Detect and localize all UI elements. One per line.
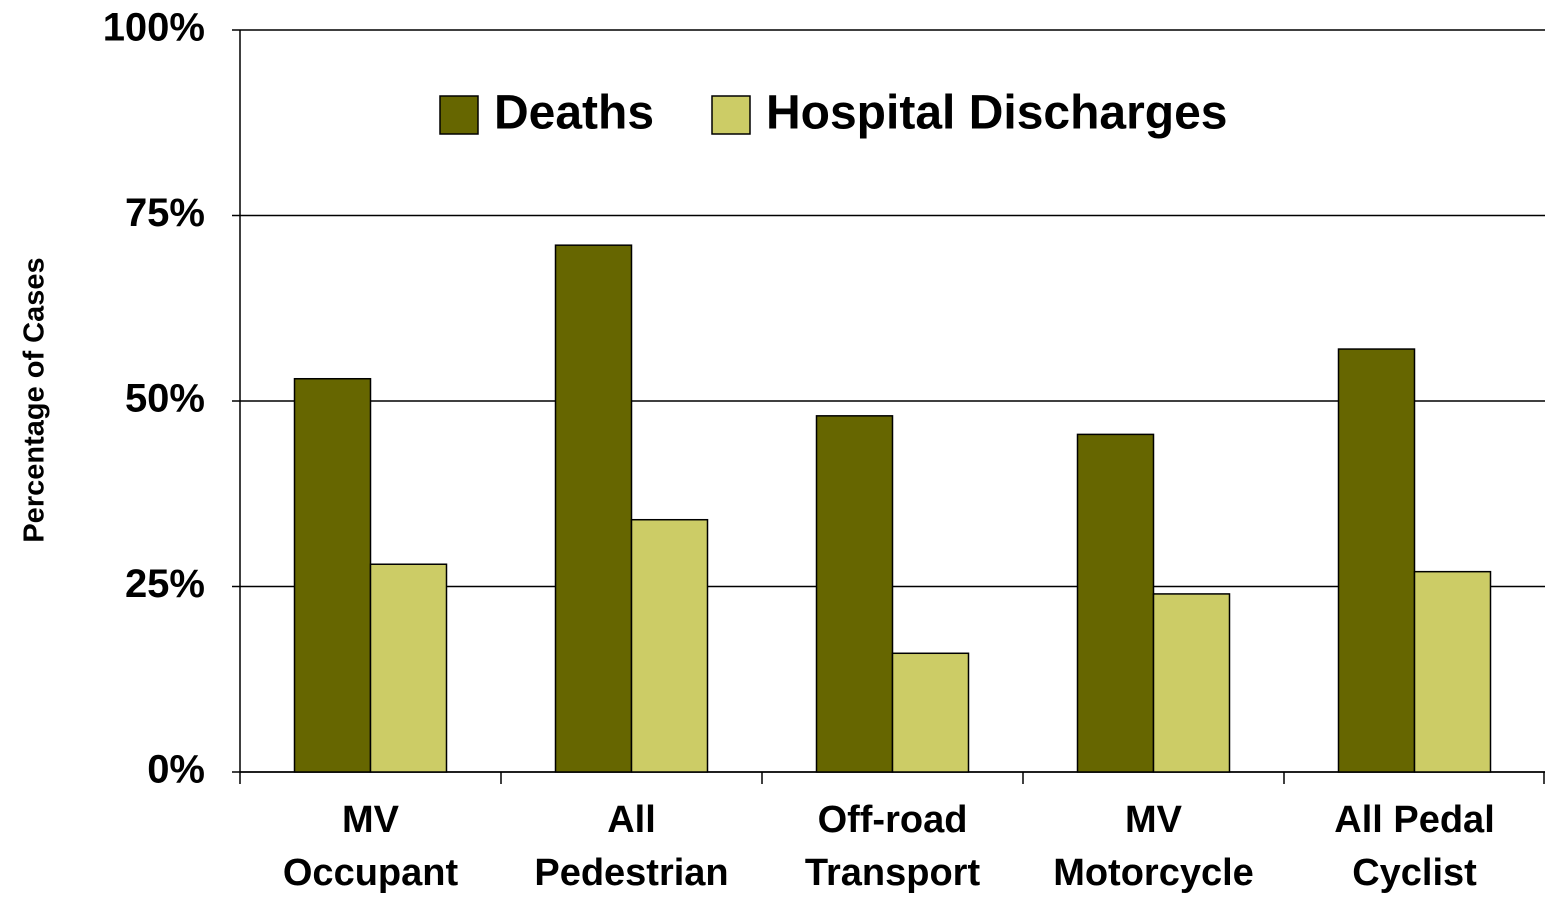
x-tick-label: All Pedal [1334, 799, 1495, 841]
x-tick-label: Off-road [818, 799, 968, 841]
bar [891, 652, 970, 773]
y-axis-label: Percentage of Cases [19, 257, 51, 542]
legend-swatch [439, 95, 479, 135]
x-tick-label: MV [1125, 799, 1183, 841]
bar [1152, 593, 1231, 773]
x-tick-label: All [607, 799, 656, 841]
y-tick-label: 50% [125, 377, 205, 421]
bar [1076, 433, 1155, 773]
bar [630, 518, 709, 773]
bar [815, 415, 894, 773]
legend-label: Hospital Discharges [766, 87, 1227, 140]
y-tick-label: 75% [125, 191, 205, 235]
legend-label: Deaths [494, 87, 654, 140]
bar [369, 563, 448, 773]
x-tick-label: Cyclist [1352, 852, 1477, 894]
x-tick-label: Motorcycle [1053, 852, 1254, 894]
bar [1337, 348, 1416, 773]
bar [1413, 570, 1492, 773]
x-tick-label: Occupant [283, 852, 459, 894]
bar [554, 244, 633, 773]
y-tick-label: 0% [147, 748, 205, 792]
bar [293, 377, 372, 773]
legend-swatch [711, 95, 751, 135]
y-tick-label: 100% [103, 6, 205, 50]
x-tick-label: Transport [805, 852, 981, 894]
x-tick-label: MV [342, 799, 400, 841]
x-tick-label: Pedestrian [534, 852, 728, 894]
y-tick-label: 25% [125, 562, 205, 606]
